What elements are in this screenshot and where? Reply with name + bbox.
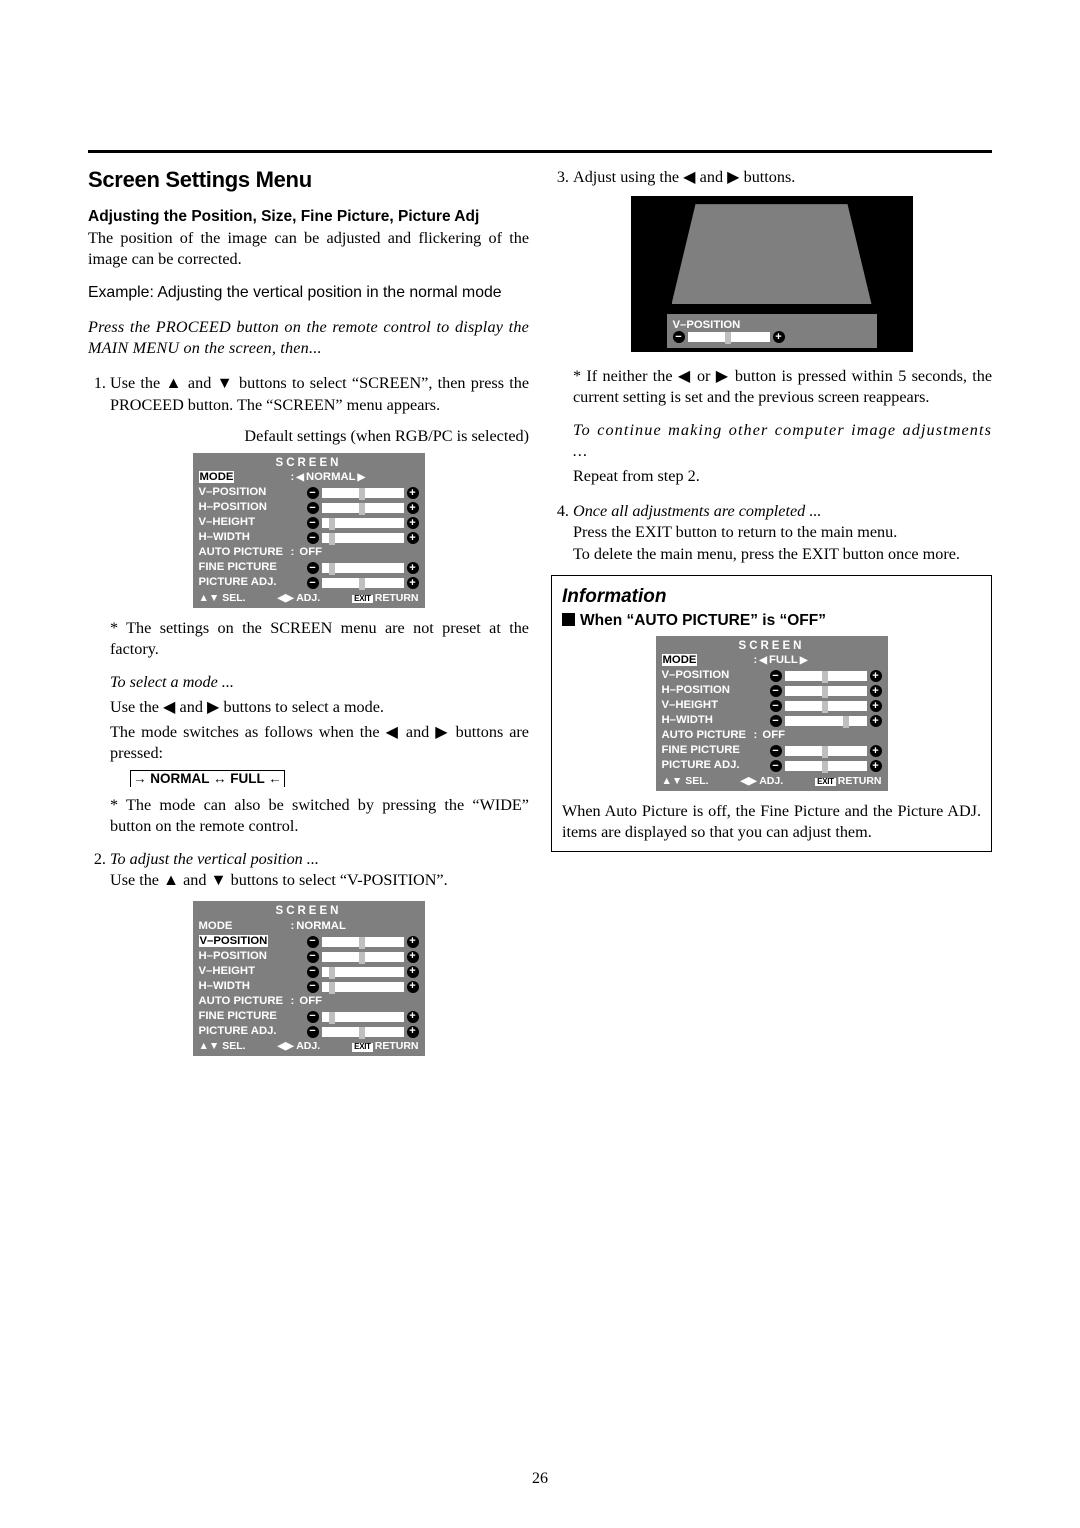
factory-note: * The settings on the SCREEN menu are no… [88,618,529,660]
down-icon: ▼ [217,374,234,392]
to-a: * If neither the [573,367,678,385]
left-icon: ◀ [163,698,175,716]
default-settings-caption: Default settings (when RGB/PC is selecte… [88,426,529,447]
continue-heading: To continue making other computer image … [551,420,992,462]
right-icon-3: ▶ [727,168,739,186]
example-text: Example: Adjusting the vertical position… [88,283,529,304]
step3-b: and [696,168,727,186]
proceed-note: Press the PROCEED button on the remote c… [88,317,529,359]
sm1c: buttons to select a mode. [219,698,384,716]
screen-menu-osd-2: SCREENMODE:NORMAL V–POSITION − + H–POSIT… [193,901,425,1056]
up-icon: ▲ [165,374,182,392]
step2-head: To adjust the vertical position ... [110,850,319,868]
info-footer-text: When Auto Picture is off, the Fine Pictu… [562,801,981,843]
step-3: Adjust using the ◀ and ▶ buttons. [573,167,992,188]
preview-trapezoid: V–POSITION − + [631,196,913,352]
square-bullet-icon [562,613,575,626]
sm2a: The mode switches as follows when the [110,723,386,741]
right-icon-2: ▶ [435,723,449,741]
screen-menu-osd-1: SCREENMODE:◀NORMAL▶ V–POSITION − + H–POS… [193,453,425,608]
left-icon-3: ◀ [683,168,695,186]
to-b: or [692,367,716,385]
information-title: Information [562,586,981,608]
top-rule [88,150,992,153]
sm1a: Use the [110,698,163,716]
select-mode-line2: The mode switches as follows when the ◀ … [88,722,529,764]
up-icon-2: ▲ [163,871,179,889]
v-position-bar: V–POSITION − + [667,314,877,348]
left-icon-2: ◀ [386,723,400,741]
step3-a: Adjust using the [573,168,683,186]
down-icon-2: ▼ [211,871,227,889]
step3-c: buttons. [740,168,796,186]
timeout-note: * If neither the ◀ or ▶ button is presse… [551,366,992,408]
mode-sequence: → NORMAL ↔ FULL ← [130,770,285,787]
trapezoid-shape [672,204,872,304]
right-icon-4: ▶ [716,367,730,385]
right-icon: ▶ [207,698,219,716]
intro-text: The position of the image can be adjuste… [88,228,529,270]
step-1: Use the ▲ and ▼ buttons to select “SCREE… [110,373,529,415]
step-4: Once all adjustments are completed ... P… [573,501,992,564]
step2-c: buttons to select “V-POSITION”. [227,871,448,889]
screen-menu-osd-3: SCREENMODE:◀FULL▶ V–POSITION − + H–POSIT… [656,636,888,791]
screen-settings-heading: Screen Settings Menu [88,167,529,193]
step1-b: and [183,374,217,392]
information-box: Information When “AUTO PICTURE” is “OFF”… [551,575,992,852]
step4-head: Once all adjustments are completed ... [573,502,821,520]
step4-body: Press the EXIT button to return to the m… [573,523,960,562]
adjusting-subheading: Adjusting the Position, Size, Fine Pictu… [88,207,529,226]
step2-a: Use the [110,871,163,889]
wide-button-note: * The mode can also be switched by press… [88,795,529,837]
information-subtitle: When “AUTO PICTURE” is “OFF” [562,612,981,630]
sm1b: and [176,698,207,716]
select-mode-line1: Use the ◀ and ▶ buttons to select a mode… [88,697,529,718]
step-2: To adjust the vertical position ... Use … [110,849,529,891]
left-column: Screen Settings Menu Adjusting the Posit… [88,167,529,1066]
step1-a: Use the [110,374,165,392]
select-mode-heading: To select a mode ... [88,672,529,693]
step2-b: and [179,871,210,889]
right-column: Adjust using the ◀ and ▶ buttons. V–POSI… [551,167,992,1066]
continue-body: Repeat from step 2. [551,466,992,487]
left-icon-4: ◀ [678,367,692,385]
page-number: 26 [0,1470,1080,1488]
info-sub-text: When “AUTO PICTURE” is “OFF” [580,612,826,629]
sm2b: and [400,723,435,741]
